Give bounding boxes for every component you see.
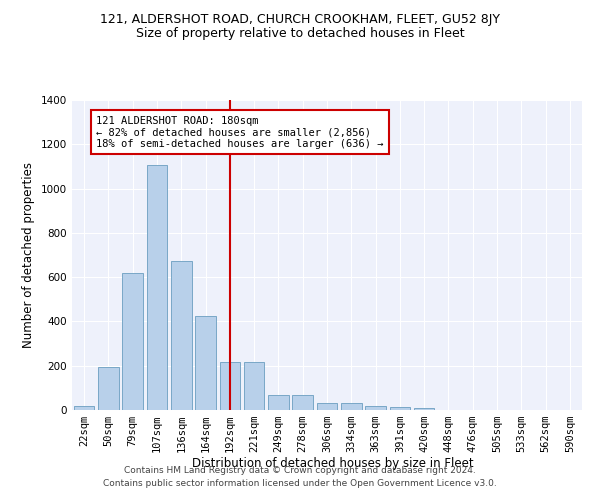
Bar xyxy=(122,272,143,410)
Text: Distribution of detached houses by size in Fleet: Distribution of detached houses by size … xyxy=(192,458,474,470)
Bar xyxy=(244,362,265,410)
Text: 121 ALDERSHOT ROAD: 180sqm
← 82% of detached houses are smaller (2,856)
18% of s: 121 ALDERSHOT ROAD: 180sqm ← 82% of deta… xyxy=(96,116,384,148)
Bar xyxy=(389,408,410,410)
Bar xyxy=(195,316,216,410)
Bar xyxy=(414,408,434,410)
Bar xyxy=(365,406,386,410)
Text: Contains HM Land Registry data © Crown copyright and database right 2024.
Contai: Contains HM Land Registry data © Crown c… xyxy=(103,466,497,487)
Text: 121, ALDERSHOT ROAD, CHURCH CROOKHAM, FLEET, GU52 8JY: 121, ALDERSHOT ROAD, CHURCH CROOKHAM, FL… xyxy=(100,12,500,26)
Bar xyxy=(146,166,167,410)
Bar xyxy=(317,403,337,410)
Bar xyxy=(98,367,119,410)
Bar xyxy=(268,394,289,410)
Text: Size of property relative to detached houses in Fleet: Size of property relative to detached ho… xyxy=(136,28,464,40)
Bar xyxy=(292,394,313,410)
Y-axis label: Number of detached properties: Number of detached properties xyxy=(22,162,35,348)
Bar xyxy=(341,404,362,410)
Bar xyxy=(220,362,240,410)
Bar xyxy=(74,406,94,410)
Bar xyxy=(171,260,191,410)
